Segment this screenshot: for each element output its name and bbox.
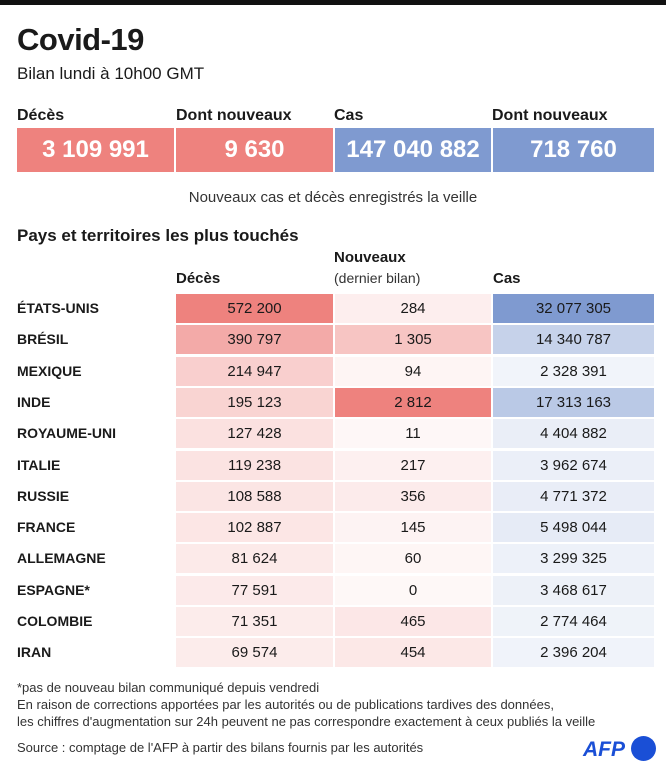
cell-cases: 2 328 391 [493,356,654,386]
afp-logo: AFP [583,738,625,761]
kpi-label-new-deaths: Dont nouveaux [176,107,292,124]
country-name: BRÉSIL [17,331,69,348]
cell-deaths: 81 624 [176,544,333,574]
cell-new: 0 [335,575,491,605]
table-row: ITALIE 119 238 217 3 962 674 [0,450,666,480]
cell-deaths: 214 947 [176,356,333,386]
top-bar [0,0,666,5]
cell-cases: 14 340 787 [493,325,654,355]
cell-deaths: 572 200 [176,294,333,323]
cell-deaths: 77 591 [176,575,333,605]
column-header-deaths: Décès [176,270,221,287]
kpi-label-new-cases: Dont nouveaux [492,107,608,124]
cell-cases: 3 962 674 [493,450,654,480]
kpi-note: Nouveaux cas et décès enregistrés la vei… [188,189,478,206]
kpi-new-cases: 718 760 [493,128,654,172]
kpi-label-deaths: Décès [17,107,65,124]
cell-new: 11 [335,419,491,449]
table-row: ROYAUME-UNI 127 428 11 4 404 882 [0,419,666,449]
table-row: COLOMBIE 71 351 465 2 774 464 [0,607,666,636]
cell-cases: 2 774 464 [493,607,654,636]
page-subtitle: Bilan lundi à 10h00 GMT [17,64,205,83]
footnote-corrections-2: les chiffres d'augmentation sur 24h peuv… [17,714,596,729]
cell-deaths: 71 351 [176,607,333,636]
cell-deaths: 119 238 [176,450,333,480]
cell-cases: 4 404 882 [493,419,654,449]
kpi-cases: 147 040 882 [335,128,491,172]
cell-new: 284 [335,294,491,323]
cell-cases: 5 498 044 [493,513,654,543]
cell-cases: 4 771 372 [493,481,654,511]
cell-deaths: 69 574 [176,638,333,668]
table-row: IRAN 69 574 454 2 396 204 [0,638,666,668]
kpi-new-deaths: 9 630 [176,128,333,172]
country-name: ESPAGNE* [17,581,90,598]
cell-deaths: 195 123 [176,387,333,417]
cell-deaths: 127 428 [176,419,333,449]
table-row: ESPAGNE* 77 591 0 3 468 617 [0,575,666,605]
country-name: ITALIE [17,456,61,473]
country-name: MEXIQUE [17,362,82,379]
country-name: FRANCE [17,519,76,536]
country-name: RUSSIE [17,487,70,504]
kpi-deaths: 3 109 991 [17,128,174,172]
table-row: RUSSIE 108 588 356 4 771 372 [0,481,666,511]
cell-new: 60 [335,544,491,574]
cell-cases: 3 468 617 [493,575,654,605]
footnote-asterisk: *pas de nouveau bilan communiqué depuis … [17,680,320,695]
cell-new: 356 [335,481,491,511]
cell-cases: 32 077 305 [493,294,654,323]
cell-new: 1 305 [335,325,491,355]
source-note: Source : comptage de l'AFP à partir des … [17,740,424,755]
table-row: BRÉSIL 390 797 1 305 14 340 787 [0,325,666,355]
country-name: ÉTATS-UNIS [17,300,99,316]
country-name: ALLEMAGNE [17,550,106,567]
cell-new: 145 [335,513,491,543]
column-subheader-new: (dernier bilan) [334,270,421,286]
cell-new: 2 812 [335,387,491,417]
cell-deaths: 102 887 [176,513,333,543]
table-row: MEXIQUE 214 947 94 2 328 391 [0,356,666,386]
table-row: ÉTATS-UNIS 572 200 284 32 077 305 [0,294,666,323]
cell-new: 454 [335,638,491,668]
cell-cases: 17 313 163 [493,387,654,417]
kpi-label-cases: Cas [334,107,364,124]
cell-new: 94 [335,356,491,386]
table-row: INDE 195 123 2 812 17 313 163 [0,387,666,417]
page-title: Covid-19 [17,22,144,57]
country-name: INDE [17,393,51,410]
footnote-corrections-1: En raison de corrections apportées par l… [17,697,554,712]
cell-cases: 3 299 325 [493,544,654,574]
table-row: FRANCE 102 887 145 5 498 044 [0,513,666,543]
table-row: ALLEMAGNE 81 624 60 3 299 325 [0,544,666,574]
country-name: IRAN [17,644,52,661]
column-header-new: Nouveaux [334,249,406,266]
cell-deaths: 108 588 [176,481,333,511]
column-header-cases: Cas [493,270,521,287]
cell-new: 465 [335,607,491,636]
country-name: ROYAUME-UNI [17,425,117,442]
cell-deaths: 390 797 [176,325,333,355]
afp-logo-dot [631,736,656,761]
table-title: Pays et territoires les plus touchés [17,226,299,245]
country-name: COLOMBIE [17,613,93,629]
cell-cases: 2 396 204 [493,638,654,668]
cell-new: 217 [335,450,491,480]
